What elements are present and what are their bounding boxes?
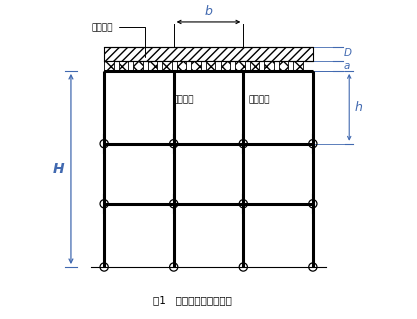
Text: 纵向钢管: 纵向钢管 (91, 23, 145, 57)
Bar (104, 47, 313, 62)
Bar (206, 62, 216, 71)
Bar (235, 62, 244, 71)
Bar (250, 62, 259, 71)
Bar (162, 62, 172, 71)
Bar (133, 62, 143, 71)
Bar (148, 62, 157, 71)
Bar (279, 62, 288, 71)
Bar (191, 62, 201, 71)
Bar (177, 62, 186, 71)
Text: D: D (344, 48, 352, 58)
Text: a: a (344, 61, 350, 71)
Text: 横向钢管: 横向钢管 (173, 95, 194, 104)
Text: 板底方木: 板底方木 (249, 95, 270, 104)
Bar (104, 62, 114, 71)
Bar (293, 62, 303, 71)
Bar (264, 62, 274, 71)
Bar (221, 62, 230, 71)
Text: H: H (53, 162, 65, 176)
Text: b: b (205, 5, 212, 18)
Text: 图1   楼板支撑架立面简图: 图1 楼板支撑架立面简图 (153, 295, 232, 305)
Bar (119, 62, 128, 71)
Text: h: h (355, 101, 363, 114)
